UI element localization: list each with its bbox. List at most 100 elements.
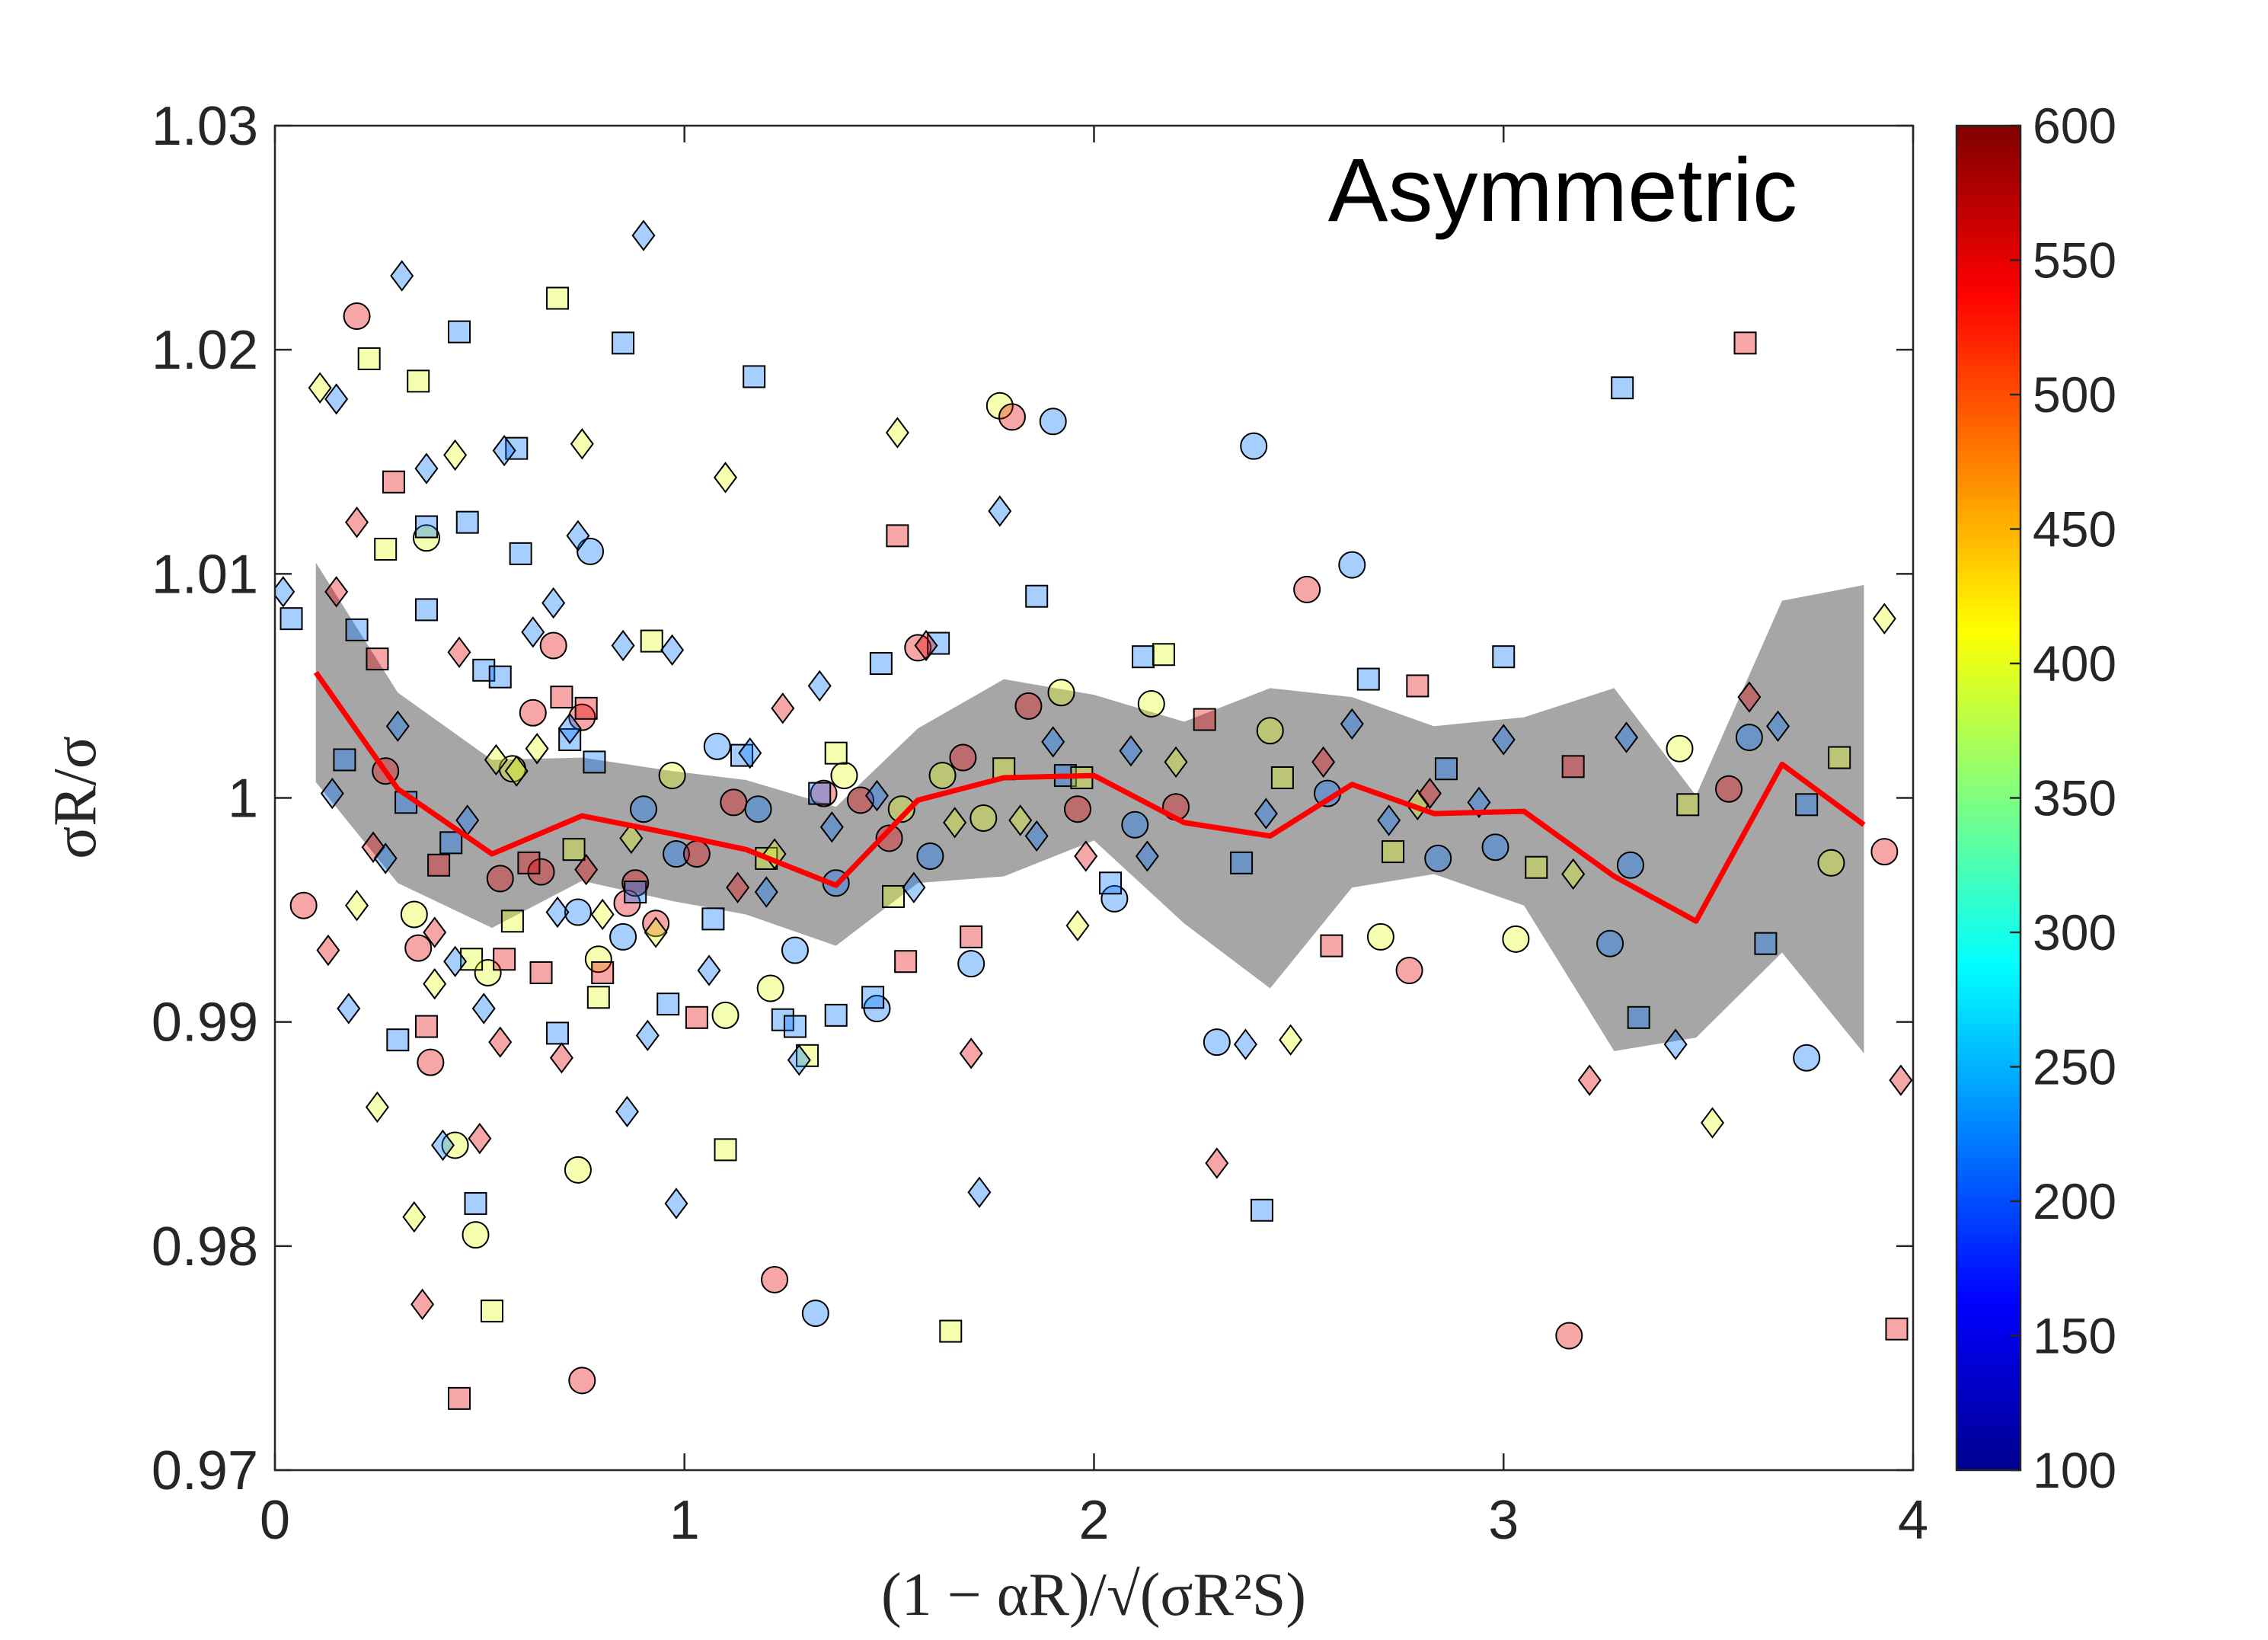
square-point [1025,584,1049,608]
square-point [447,320,471,344]
square-point [808,782,832,805]
diamond-point [468,1122,492,1155]
colorbar-tick-label: 400 [2033,635,2116,692]
diamond-point [308,372,332,404]
circle-point [1256,717,1284,745]
circle-point [1366,922,1394,951]
square-point [701,907,725,931]
colorbar-tick-label: 300 [2033,904,2116,961]
circle-point [404,934,433,962]
square-point [1406,674,1429,698]
diamond-point [635,1019,660,1051]
diamond-point [504,755,529,787]
circle-point [658,762,686,790]
square-point [517,851,541,874]
diamond-point [443,945,468,977]
diamond-point [275,576,295,608]
circle-point [1047,679,1075,707]
diamond-point [324,383,349,415]
diamond-point [320,777,344,810]
axis-ticks: 0 1 2 3 4 0.97 0.98 0.99 1 1.01 1.02 1.03 [152,96,1928,1551]
diamond-point [430,1129,455,1162]
circle-point [1063,795,1091,823]
circle-point [916,842,944,870]
diamond-point [590,898,615,931]
square-point [1434,757,1458,781]
square-point [1733,331,1757,355]
circle-point [1014,692,1043,720]
diamond-point [644,916,668,948]
circle-point [1338,551,1366,579]
square-point [1611,376,1634,400]
square-point [493,948,516,971]
circle-point [462,1221,490,1249]
circle-point [486,865,514,893]
circle-point [969,804,998,832]
diamond-point [611,629,635,662]
diamond-point [361,831,385,863]
circle-point [1555,1322,1583,1350]
circle-point [703,732,731,760]
colorbar-tick-label: 600 [2033,98,2116,154]
square-point [1795,793,1819,817]
square-point [1525,855,1548,879]
circle-point [711,1001,739,1029]
diamond-point [1615,721,1639,753]
square-point [414,598,438,622]
diamond-point [337,993,361,1025]
circle-point [682,840,711,868]
square-point [1270,766,1294,790]
diamond-point [521,616,545,648]
circle-point [887,795,915,823]
circle-point [417,1048,445,1076]
diamond-point [1889,1064,1913,1096]
scatter-points-layer [275,219,1913,1410]
y-tick-label: 1.03 [152,96,258,157]
diamond-point [423,916,447,948]
diamond-point [1377,804,1401,836]
circle-point [1715,775,1743,803]
y-tick-label: 1.01 [152,544,258,605]
diamond-point [714,462,738,494]
diamond-point [697,954,721,986]
square-point [546,1021,570,1045]
square-point [1561,755,1585,778]
diamond-point [1074,840,1098,872]
circle-point [1039,408,1067,436]
circle-point [904,634,932,662]
circle-point [1666,734,1694,762]
circle-point [949,743,977,772]
circle-point [957,950,985,978]
square-point [1132,645,1155,669]
circle-point [875,824,903,852]
square-point [783,1015,807,1038]
diamond-point [1577,1064,1602,1096]
square-point [1754,932,1778,955]
diamond-point [1417,777,1442,810]
diamond-point [410,1288,435,1320]
square-point [472,658,496,682]
circle-point [629,795,657,823]
square-point [939,1319,963,1343]
annotation-label: Asymmetric [1328,140,1797,241]
diamond-point [1766,710,1790,743]
diamond-point [771,692,795,724]
diamond-point [345,507,369,539]
y-tick-label: 0.98 [152,1216,258,1277]
square-point [743,365,766,388]
circle-point [539,631,567,660]
square-point [407,369,430,393]
square-point [374,537,398,561]
square-point [730,743,754,767]
diamond-point [1041,726,1065,758]
diamond-point [570,428,594,460]
diamond-point [738,737,762,769]
square-point [550,686,573,709]
y-tick-label: 1.02 [152,320,258,381]
diamond-point [574,853,599,886]
circle-point [928,762,957,790]
diamond-point [1065,910,1090,941]
square-point [447,1386,471,1410]
square-point [1099,871,1123,895]
